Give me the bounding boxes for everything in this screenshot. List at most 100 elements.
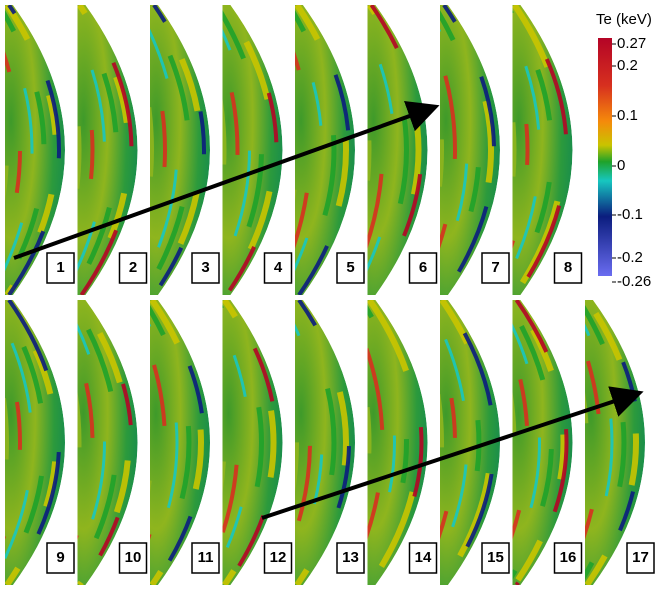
panel-label: 15 (487, 549, 504, 566)
stripe (152, 5, 206, 295)
stripe (7, 300, 61, 585)
stripe (222, 5, 264, 295)
panel-bg (5, 300, 65, 585)
stripe (224, 300, 279, 585)
arrow (261, 386, 644, 520)
panel-bg (77, 5, 138, 295)
panel-bg (222, 300, 283, 585)
stripe (222, 5, 277, 295)
stripe (150, 300, 204, 585)
stripe (5, 300, 22, 585)
label-box (118, 252, 148, 284)
stripe (222, 300, 264, 585)
label-box (46, 252, 75, 284)
stripe (512, 5, 567, 295)
panel-label: 12 (270, 549, 287, 566)
stripe (77, 5, 119, 295)
label-box (336, 542, 365, 574)
stripe (295, 300, 337, 585)
panel-label: 9 (56, 549, 64, 566)
label-box (46, 542, 75, 574)
panel-label: 14 (415, 549, 432, 566)
stripe (79, 300, 134, 585)
panel-bg (222, 5, 283, 295)
panel-bg (585, 300, 645, 585)
colorbar-title: Te (keV) (596, 11, 652, 28)
panel-label: 1 (56, 259, 64, 276)
stripe (77, 300, 119, 585)
arrow (13, 101, 440, 260)
stripe (295, 5, 324, 295)
stripe (79, 5, 134, 295)
stripe (512, 5, 530, 295)
label-box (553, 252, 583, 284)
label-box (118, 542, 148, 574)
stripe (367, 300, 422, 585)
panel (150, 5, 210, 295)
stripe (5, 5, 9, 295)
panel-label: 11 (198, 549, 214, 566)
panels: 1 2 3 4 5 6 7 89 10 11 12 13 14 15 16 17 (5, 5, 655, 585)
label-box (336, 252, 365, 284)
panel-label: 5 (346, 259, 354, 276)
stripe (152, 300, 206, 585)
colorbar-tick-label: 0 (617, 157, 625, 174)
stripe (367, 300, 409, 585)
label-box (191, 542, 220, 574)
label-box (481, 542, 510, 574)
stripe (440, 5, 494, 295)
label-box (408, 542, 438, 574)
stripe (440, 300, 494, 585)
stripe (512, 300, 541, 585)
stripe (150, 5, 192, 295)
panel-label: 16 (560, 549, 577, 566)
stripe (369, 300, 424, 585)
label-box (626, 542, 655, 574)
stripe (5, 5, 34, 295)
stripe (222, 5, 240, 295)
panel (295, 300, 355, 585)
panel (585, 300, 645, 585)
stripe (150, 300, 192, 585)
stripe (150, 5, 167, 295)
stripe (222, 300, 277, 585)
panel (512, 5, 573, 295)
panel (222, 5, 283, 295)
stripe (440, 5, 457, 295)
stripe (585, 300, 639, 585)
panel-label: 2 (129, 259, 137, 276)
panel (295, 5, 355, 295)
colorbar-tick-label: 0.2 (617, 57, 638, 74)
panel (222, 300, 283, 585)
stripe (367, 300, 396, 585)
stripe (150, 5, 179, 295)
stripe (222, 5, 251, 295)
stripe (367, 5, 422, 295)
stripe (369, 5, 424, 295)
panel-label: 10 (125, 549, 142, 566)
panel (367, 300, 428, 585)
panel (77, 300, 138, 585)
panel-bg (5, 5, 65, 295)
panel-bg (150, 300, 210, 585)
panel-bg (295, 5, 355, 295)
panel (77, 5, 138, 295)
stripe (585, 300, 614, 585)
panel-label: 17 (632, 549, 649, 566)
colorbar-tick-label: -0.2 (617, 249, 643, 266)
panel-bg (77, 300, 138, 585)
label-box (263, 542, 293, 574)
label-box (191, 252, 220, 284)
stripe (5, 300, 34, 585)
label-box (408, 252, 438, 284)
panel (440, 300, 500, 585)
panel (150, 300, 210, 585)
label-box (481, 252, 510, 284)
stripe (150, 300, 179, 585)
panel-bg (512, 300, 573, 585)
panel (512, 300, 573, 585)
stripe (440, 300, 482, 585)
panel (5, 300, 65, 585)
stripe (7, 5, 61, 295)
